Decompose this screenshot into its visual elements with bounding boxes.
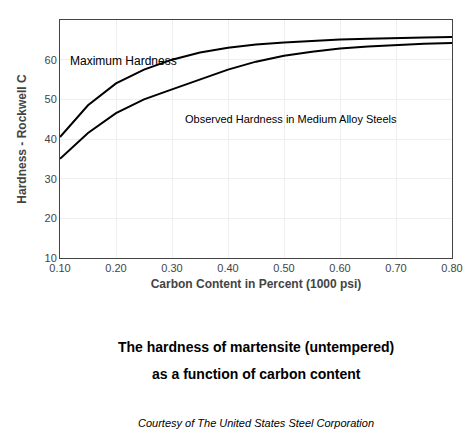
svg-text:Hardness - Rockwell C: Hardness - Rockwell C [15,74,29,204]
svg-text:0.40: 0.40 [217,262,238,274]
svg-text:0.50: 0.50 [273,262,294,274]
svg-text:0.70: 0.70 [385,262,406,274]
svg-text:Carbon Content in Percent (100: Carbon Content in Percent (1000 psi) [151,277,362,291]
svg-text:10: 10 [45,252,57,264]
svg-text:Maximum Hardness: Maximum Hardness [70,54,177,68]
svg-text:60: 60 [45,54,57,66]
svg-text:The hardness of martensite (un: The hardness of martensite (untempered) [118,339,394,355]
svg-text:0.10: 0.10 [49,262,70,274]
svg-text:30: 30 [45,173,57,185]
svg-text:0.60: 0.60 [329,262,350,274]
svg-text:20: 20 [45,212,57,224]
svg-text:50: 50 [45,93,57,105]
svg-text:as a function of carbon conten: as a function of carbon content [152,366,361,382]
svg-text:40: 40 [45,133,57,145]
svg-text:0.80: 0.80 [441,262,462,274]
svg-text:0.30: 0.30 [161,262,182,274]
svg-text:Courtesy of The United States: Courtesy of The United States Steel Corp… [138,417,374,429]
svg-text:Observed Hardness in Medium Al: Observed Hardness in Medium Alloy Steels [185,113,397,125]
svg-text:0.20: 0.20 [105,262,126,274]
